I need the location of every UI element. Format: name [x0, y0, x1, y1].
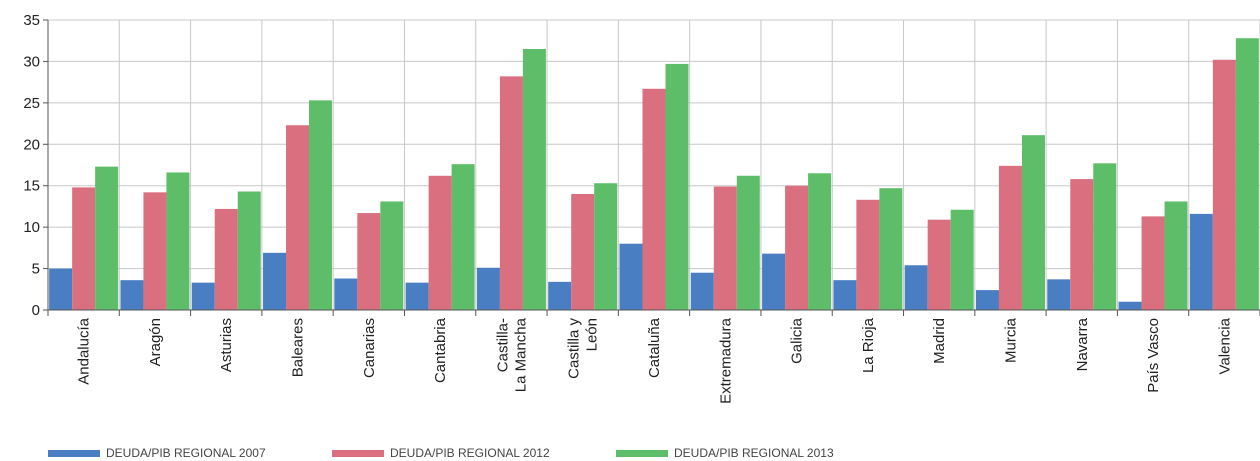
bar-2013 [665, 63, 689, 310]
y-axis-ticks: 0 5 10 15 20 25 30 35 [23, 12, 40, 319]
bar-2013 [808, 173, 832, 310]
bar-2012 [571, 194, 595, 310]
bar-2012 [927, 219, 951, 310]
legend-swatch-2012 [332, 449, 384, 457]
x-category-label: Murcia [1002, 317, 1019, 363]
bar-2007 [476, 267, 500, 310]
x-category-label: País Vasco [1145, 318, 1162, 393]
bar-2007 [1189, 213, 1213, 310]
bar-2012 [785, 185, 809, 310]
bar-2007 [762, 253, 786, 310]
bar-2007 [49, 268, 73, 310]
bar-2007 [120, 280, 144, 310]
x-category-label: Valencia [1216, 317, 1233, 374]
bar-2012 [856, 199, 880, 310]
legend-item-2012: DEUDA/PIB REGIONAL 2012 [332, 446, 616, 460]
bar-2013 [1021, 135, 1045, 310]
y-tick-label: 0 [32, 302, 40, 319]
y-tick-label: 10 [23, 219, 40, 236]
y-tick-label: 15 [23, 178, 40, 195]
x-category-label: Aragón [147, 318, 164, 366]
bar-2007 [690, 272, 714, 310]
bar-2012 [1141, 216, 1165, 310]
y-tick-label: 30 [23, 53, 40, 70]
bar-2012 [214, 208, 238, 310]
x-category-label: Navarra [1074, 317, 1091, 371]
bar-2007 [405, 282, 429, 310]
x-category-label: León [584, 318, 601, 351]
bar-chart: 0 5 10 15 20 25 30 35 Andalucía Aragón Asturias Ba… [23, 12, 1260, 404]
x-category-label: Extremadura [717, 317, 734, 404]
x-category-label: Canarias [361, 318, 378, 378]
x-category-label: Galicia [789, 317, 806, 364]
x-category-label: Asturias [218, 318, 235, 372]
bar-2013 [1164, 201, 1188, 310]
bar-2012 [143, 192, 167, 310]
bar-2007 [263, 252, 287, 310]
x-category-label: Baleares [290, 318, 307, 377]
legend-swatch-2007 [48, 449, 100, 457]
legend-item-2013: DEUDA/PIB REGIONAL 2013 [616, 446, 834, 460]
bar-2012 [72, 187, 96, 310]
bar-2007 [191, 282, 215, 310]
bar-2007 [548, 281, 572, 310]
bar-2013 [594, 183, 618, 310]
bar-2013 [1235, 38, 1259, 310]
bar-2012 [286, 125, 310, 310]
legend-item-2007: DEUDA/PIB REGIONAL 2007 [48, 446, 332, 460]
bar-2012 [428, 175, 452, 310]
legend-label-2012: DEUDA/PIB REGIONAL 2012 [390, 446, 550, 460]
bar-2007 [975, 290, 999, 310]
bar-2012 [1070, 179, 1094, 310]
x-category-label: Madrid [931, 318, 948, 364]
x-category-label: Andalucía [76, 317, 93, 384]
x-category-label: Cantabria [432, 317, 449, 383]
bar-2007 [1047, 279, 1071, 310]
bar-2013 [1093, 163, 1117, 310]
bars [49, 38, 1259, 311]
bar-2013 [522, 49, 546, 310]
legend: DEUDA/PIB REGIONAL 2007 DEUDA/PIB REGION… [48, 446, 834, 460]
y-tick-label: 5 [32, 261, 40, 278]
bar-2012 [1212, 59, 1236, 311]
bar-2013 [380, 201, 404, 310]
bar-2012 [357, 213, 381, 310]
x-axis-labels: Andalucía Aragón Asturias Baleares Canarias C… [76, 317, 1234, 404]
bar-2007 [619, 243, 643, 310]
bar-2007 [1118, 301, 1142, 310]
bar-2007 [334, 278, 358, 310]
axes [43, 19, 1260, 316]
x-category-label: La Rioja [860, 317, 877, 373]
x-category-label: Cataluña [646, 317, 663, 378]
bar-2012 [499, 76, 523, 310]
bar-2012 [642, 88, 666, 311]
y-tick-label: 35 [23, 12, 40, 29]
bar-2013 [166, 172, 190, 310]
x-category-label: La Mancha [512, 317, 529, 392]
bar-2013 [95, 166, 119, 310]
legend-label-2007: DEUDA/PIB REGIONAL 2007 [106, 446, 266, 460]
bar-2007 [904, 265, 928, 310]
bar-2012 [998, 165, 1022, 310]
y-tick-label: 20 [23, 136, 40, 153]
bar-2013 [950, 209, 974, 310]
bar-2013 [736, 175, 760, 310]
x-category-label: Castilla- [494, 318, 511, 372]
x-category-label: Castilla y [566, 318, 583, 379]
bar-2007 [833, 280, 857, 310]
bar-2013 [309, 100, 333, 310]
bar-2012 [713, 186, 737, 310]
bar-2013 [237, 191, 261, 310]
y-tick-label: 25 [23, 95, 40, 112]
legend-swatch-2013 [616, 449, 668, 457]
bar-2013 [879, 188, 903, 310]
bar-2013 [451, 164, 475, 310]
legend-label-2013: DEUDA/PIB REGIONAL 2013 [674, 446, 834, 460]
